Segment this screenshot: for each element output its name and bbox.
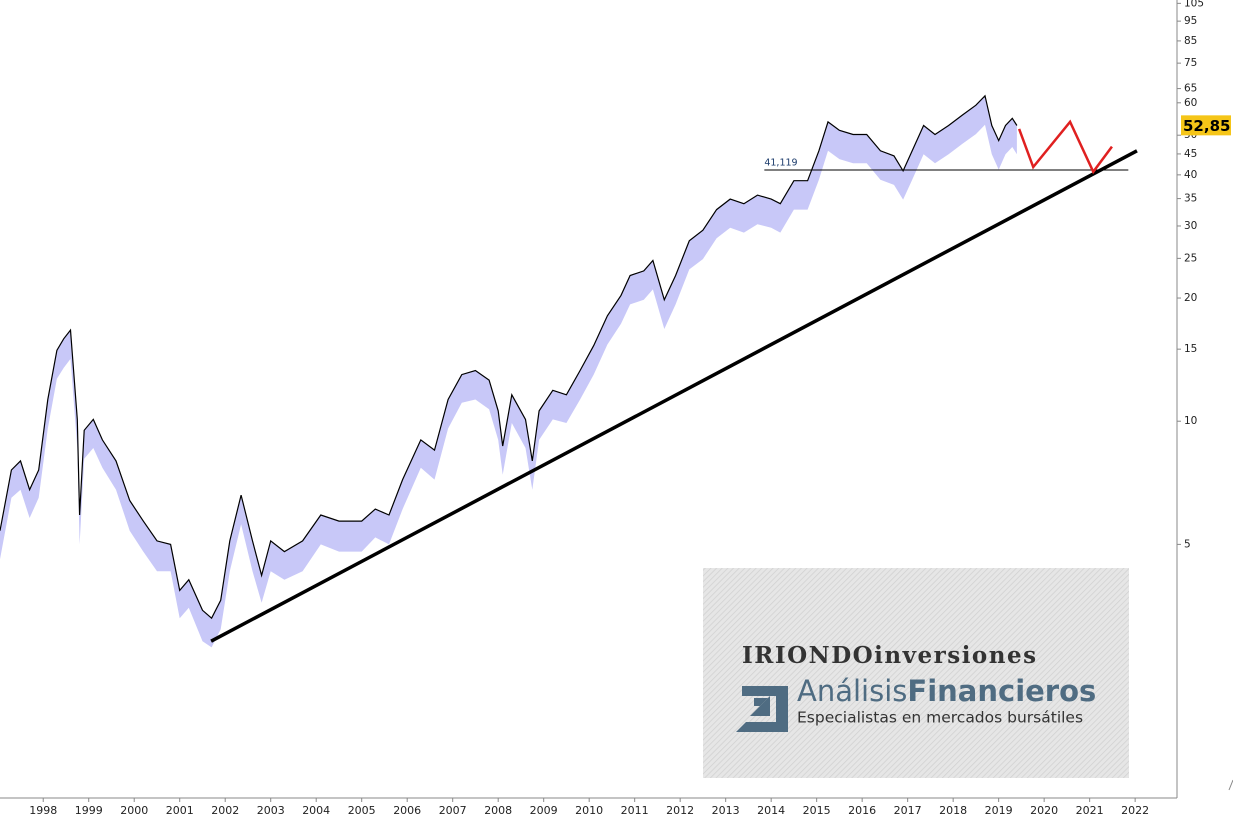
x-tick-label: 2007 (439, 804, 467, 817)
y-tick-label: 85 (1184, 35, 1197, 47)
x-tick-label: 2003 (257, 804, 285, 817)
y-tick-label: 35 (1184, 193, 1197, 205)
x-tick-label: 2000 (120, 804, 148, 817)
price-line (0, 94, 1018, 620)
y-tick-label: 105 (1184, 0, 1204, 9)
x-tick-label: 2012 (666, 804, 694, 817)
x-tick-label: 2014 (757, 804, 785, 817)
x-tick-label: 2009 (530, 804, 558, 817)
y-tick-label: 40 (1184, 169, 1197, 181)
x-tick-label: 2018 (939, 804, 967, 817)
y-tick-label: 95 (1184, 15, 1197, 27)
y-tick-label: 75 (1184, 57, 1197, 69)
band (0, 95, 1017, 648)
x-tick-label: 2005 (348, 804, 376, 817)
x-tick-label: 2016 (848, 804, 876, 817)
name-bold-text: Financieros (907, 674, 1096, 708)
x-tick-label: 2011 (621, 804, 649, 817)
x-tick-label: 2006 (393, 804, 421, 817)
tagline: Especialistas en mercados bursátiles (797, 709, 1083, 727)
x-tick-label: 2001 (166, 804, 194, 817)
x-tick-label: 1998 (29, 804, 57, 817)
x-tick-label: 2017 (894, 804, 922, 817)
x-tick-label: 2002 (211, 804, 239, 817)
y-tick-label: 25 (1184, 252, 1197, 264)
brand: IRIONDOinversiones (742, 642, 1038, 669)
watermark-box (703, 568, 1129, 778)
y-tick-label: 5 (1184, 538, 1191, 550)
x-tick-label: 2015 (803, 804, 831, 817)
name-light: AnálisisFinancieros (797, 674, 1096, 708)
last-price-box (1181, 115, 1231, 136)
x-tick-label: 2010 (575, 804, 603, 817)
y-tick-label: 20 (1184, 292, 1197, 304)
x-tick-label: 2013 (712, 804, 740, 817)
x-tick-label: 2022 (1121, 804, 1149, 817)
x-tick-label: 2004 (302, 804, 330, 817)
x-tick-label: 2021 (1076, 804, 1104, 817)
y-tick-label: 10 (1184, 415, 1197, 427)
y-tick-label: 45 (1184, 148, 1197, 160)
logo-icon (736, 686, 788, 732)
y-tick-label: 60 (1184, 97, 1197, 109)
y-tick-label: 30 (1184, 220, 1197, 232)
last-price-label: 52,85 (1183, 117, 1230, 135)
x-tick-label: 2020 (1030, 804, 1058, 817)
projection (1017, 119, 1113, 175)
x-tick-label: 2008 (484, 804, 512, 817)
level-label: 41,119 (764, 157, 797, 168)
y-tick-label: 15 (1184, 343, 1197, 355)
x-tick-label: 2019 (985, 804, 1013, 817)
y-tick-label: 65 (1184, 83, 1197, 95)
trendline (210, 149, 1138, 643)
name-light-text: Análisis (797, 674, 907, 708)
x-tick-label: 1999 (75, 804, 103, 817)
corner-mark (1228, 779, 1233, 791)
